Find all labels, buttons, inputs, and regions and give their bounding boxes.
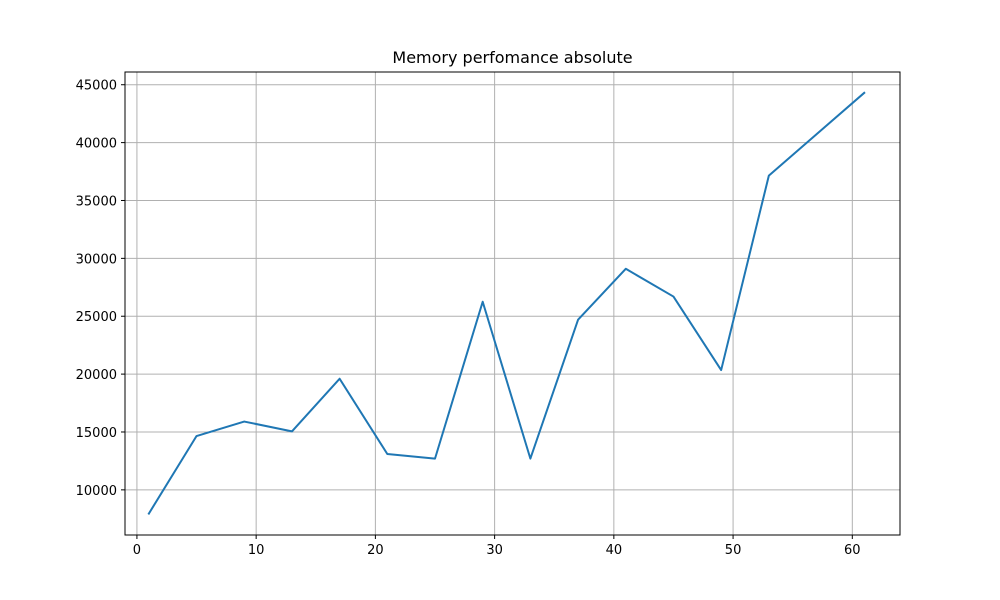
y-tick-label: 25000 bbox=[76, 310, 117, 325]
y-tick-label: 40000 bbox=[76, 137, 117, 152]
y-tick-label: 30000 bbox=[76, 252, 117, 267]
y-axis: 10000 15000 20000 25000 30000 35000 40000 45000 bbox=[76, 79, 125, 499]
chart-title: Memory perfomance absolute bbox=[392, 48, 632, 67]
x-tick-label: 30 bbox=[486, 543, 503, 558]
x-tick-label: 40 bbox=[606, 543, 623, 558]
x-tick-label: 60 bbox=[844, 543, 861, 558]
grid-lines bbox=[125, 72, 900, 535]
x-tick-label: 0 bbox=[133, 543, 141, 558]
x-tick-label: 20 bbox=[367, 543, 384, 558]
y-tick-label: 35000 bbox=[76, 194, 117, 209]
plot-frame bbox=[124, 71, 901, 536]
x-axis: 0 10 20 30 40 50 60 bbox=[133, 535, 861, 558]
x-tick-label: 50 bbox=[725, 543, 742, 558]
y-tick-label: 10000 bbox=[76, 484, 117, 499]
x-tick-label: 10 bbox=[248, 543, 265, 558]
y-tick-label: 15000 bbox=[76, 426, 117, 441]
series-layer bbox=[147, 91, 866, 515]
y-tick-label: 45000 bbox=[76, 79, 117, 94]
y-tick-label: 20000 bbox=[76, 368, 117, 383]
